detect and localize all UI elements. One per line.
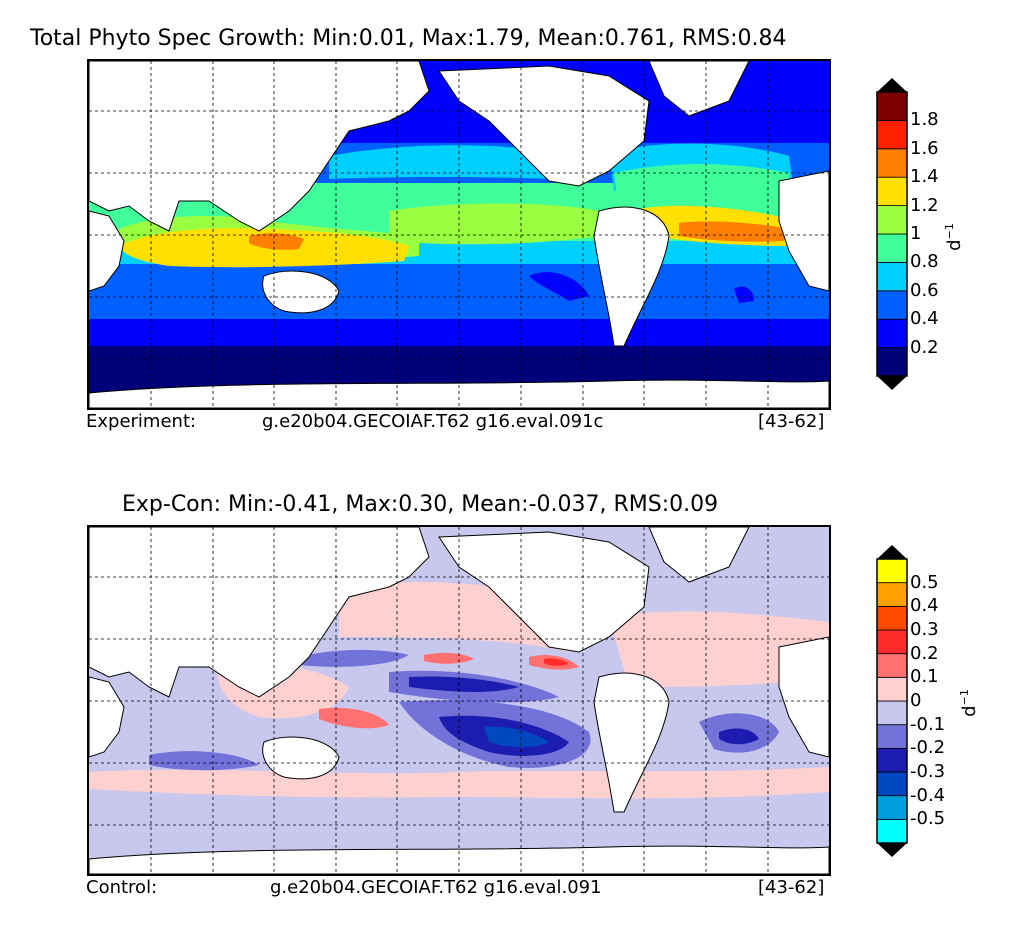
top-colorbar-extend-min <box>877 376 907 390</box>
top-colorbar-segment <box>876 148 908 178</box>
land-africa-east <box>778 170 829 292</box>
bottom-colorbar-frame <box>876 558 908 844</box>
central-pacific-red <box>424 652 474 664</box>
bottom-colorbar-segment <box>876 653 908 678</box>
top-colorbar-segment <box>876 290 908 320</box>
bottom-colorbar-segment <box>876 558 908 584</box>
top-colorbar-tick-label: 1.2 <box>910 194 939 216</box>
equatorial-green-east <box>389 203 599 245</box>
bottom-colorbar-segment <box>876 795 908 820</box>
bottom-colorbar-segment <box>876 700 908 726</box>
bottom-colorbar-tick-label: 0 <box>910 690 922 711</box>
bottom-colorbar-tick-label: 0.5 <box>910 571 939 593</box>
top-footer-case: g.e20b04.GECOIAF.T62 g16.eval.091c <box>262 411 604 432</box>
top-colorbar-tick-label: 1.4 <box>910 166 939 188</box>
land-south-america <box>593 206 670 347</box>
land-greenland <box>648 527 750 583</box>
bottom-colorbar-segment <box>876 676 908 702</box>
top-colorbar-tick-label: 0.6 <box>910 279 939 301</box>
bottom-colorbar-segment <box>876 605 908 631</box>
south-atlantic-navy <box>719 728 759 745</box>
bottom-colorbar-tick-label: -0.5 <box>910 808 946 830</box>
bottom-colorbar-segment <box>876 582 908 607</box>
top-colorbar-tick-label: 0.4 <box>910 308 939 330</box>
bottom-colorbar-tick-label: 0.4 <box>910 595 939 617</box>
land-africa <box>89 210 125 292</box>
top-colorbar-segment <box>876 205 908 235</box>
top-footer-label: Experiment: <box>86 411 197 432</box>
land-greenland <box>648 61 750 117</box>
bottom-footer-case: g.e20b04.GECOIAF.T62 g16.eval.091 <box>270 877 602 898</box>
top-colorbar <box>876 78 908 390</box>
bottom-colorbar-tick-label: 0.1 <box>910 666 939 688</box>
top-colorbar-segment <box>876 120 908 150</box>
maritime-red <box>319 707 389 729</box>
top-gridlines <box>89 61 829 408</box>
south-pacific-core <box>484 726 549 748</box>
land-australia <box>262 270 340 314</box>
land-north-america <box>438 65 650 187</box>
bottom-colorbar-segment <box>876 771 908 797</box>
east-pacific-hotspot <box>544 658 569 666</box>
bottom-map-plot <box>87 525 831 876</box>
bottom-colorbar-segment <box>876 724 908 749</box>
top-colorbar-segment <box>876 233 908 263</box>
bottom-colorbar-extend-min <box>877 843 907 857</box>
top-colorbar-tick-label: 1 <box>910 223 922 244</box>
atlantic-green-band <box>614 164 794 211</box>
indian-blue <box>149 751 259 771</box>
land-africa <box>89 676 125 758</box>
bottom-colorbar <box>876 545 908 857</box>
bottom-colorbar-tick-label: 0.2 <box>910 642 939 664</box>
top-colorbar-frame <box>876 91 908 377</box>
bottom-colorbar-unit: d−1 <box>957 689 980 717</box>
atlantic-orange <box>679 221 789 242</box>
bottom-colorbar-tick-label: 0.3 <box>910 619 939 640</box>
top-colorbar-tick-label: 1.8 <box>910 109 939 131</box>
top-colorbar-segment <box>876 318 908 348</box>
bottom-footer-years: [43-62] <box>758 877 825 898</box>
top-colorbar-unit: d−1 <box>942 223 965 251</box>
top-colorbar-tick-label: 0.8 <box>910 251 939 273</box>
top-footer-years: [43-62] <box>758 411 825 432</box>
bottom-gridlines <box>89 527 829 874</box>
top-colorbar-segment <box>876 176 908 206</box>
bottom-footer-label: Control: <box>86 877 158 898</box>
bottom-land <box>89 527 829 874</box>
equatorial-pacific-dark <box>409 676 519 692</box>
land-africa-east <box>778 636 829 758</box>
bottom-colorbar-segment <box>876 818 908 844</box>
north-atlantic-pink <box>609 611 829 687</box>
top-colorbar-extend-max <box>877 78 907 92</box>
top-colorbar-tick-label: 0.2 <box>910 336 939 358</box>
bottom-colorbar-extend-max <box>877 545 907 559</box>
south-pacific-dark <box>529 272 589 301</box>
top-map-plot <box>87 59 831 410</box>
land-south-america <box>593 672 670 813</box>
bottom-colorbar-tick-label: -0.3 <box>910 761 946 782</box>
south-atlantic-dark <box>734 286 754 303</box>
top-colorbar-segment <box>876 261 908 292</box>
top-colorbar-segment <box>876 91 908 121</box>
bottom-chart-title: Exp-Con: Min:-0.41, Max:0.30, Mean:-0.03… <box>122 492 719 517</box>
top-colorbar-tick-label: 1.6 <box>910 137 939 159</box>
maritime-orange <box>249 233 304 250</box>
bottom-colorbar-segment <box>876 747 908 773</box>
land-australia <box>262 736 340 780</box>
north-pacific-blue <box>299 649 409 667</box>
top-colorbar-segment <box>876 347 908 377</box>
top-chart-title: Total Phyto Spec Growth: Min:0.01, Max:1… <box>30 26 787 51</box>
bottom-colorbar-segment <box>876 629 908 655</box>
bottom-colorbar-tick-label: -0.2 <box>910 737 946 759</box>
bottom-colorbar-tick-label: -0.4 <box>910 784 946 806</box>
bottom-colorbar-tick-label: -0.1 <box>910 713 946 735</box>
land-north-america <box>438 531 650 653</box>
